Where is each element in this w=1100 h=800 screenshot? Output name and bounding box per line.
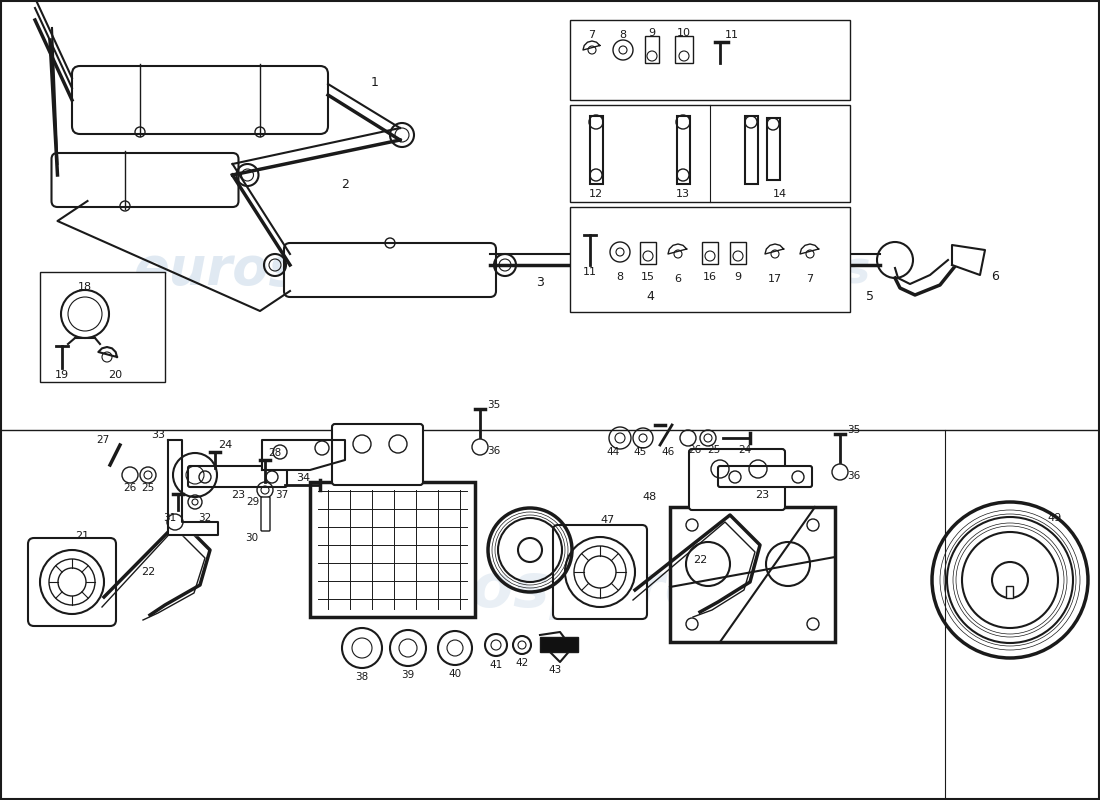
FancyBboxPatch shape <box>284 243 496 297</box>
Text: 14: 14 <box>773 189 788 199</box>
Text: 39: 39 <box>402 670 415 680</box>
Polygon shape <box>952 245 984 275</box>
Text: 29: 29 <box>246 497 260 507</box>
Bar <box>570 207 850 312</box>
FancyBboxPatch shape <box>689 449 785 510</box>
Bar <box>702 242 718 264</box>
Bar <box>570 20 850 100</box>
Text: 2: 2 <box>341 178 349 191</box>
Bar <box>745 116 758 184</box>
Text: 17: 17 <box>768 274 782 284</box>
Text: 43: 43 <box>549 665 562 675</box>
Text: 11: 11 <box>725 30 739 40</box>
Bar <box>310 482 475 617</box>
Text: 46: 46 <box>661 447 674 457</box>
Text: 31: 31 <box>164 513 177 523</box>
FancyBboxPatch shape <box>52 153 239 207</box>
FancyBboxPatch shape <box>718 466 812 487</box>
Text: 27: 27 <box>97 435 110 445</box>
Text: 5: 5 <box>866 290 874 303</box>
Text: 8: 8 <box>616 272 624 282</box>
Text: 41: 41 <box>490 660 503 670</box>
Text: 9: 9 <box>735 272 741 282</box>
Text: 22: 22 <box>141 567 155 577</box>
Text: 7: 7 <box>806 274 814 284</box>
Bar <box>1006 586 1013 598</box>
Text: 33: 33 <box>151 430 165 440</box>
FancyBboxPatch shape <box>261 497 270 531</box>
Bar <box>640 242 656 264</box>
Bar <box>540 637 578 652</box>
Text: eurospares: eurospares <box>356 561 744 619</box>
Polygon shape <box>168 440 218 535</box>
Text: 24: 24 <box>738 445 751 455</box>
Text: 1: 1 <box>371 75 378 89</box>
Text: 48: 48 <box>642 492 657 502</box>
Text: 12: 12 <box>588 189 603 199</box>
FancyBboxPatch shape <box>188 466 287 487</box>
Text: 13: 13 <box>676 189 690 199</box>
Text: 42: 42 <box>516 658 529 668</box>
Text: 25: 25 <box>142 483 155 493</box>
Bar <box>645 36 659 63</box>
Text: 28: 28 <box>268 448 282 458</box>
Text: 26: 26 <box>123 483 136 493</box>
Text: 23: 23 <box>231 490 245 500</box>
Text: 36: 36 <box>847 471 860 481</box>
Text: 22: 22 <box>693 555 707 565</box>
Text: eurospares: eurospares <box>590 249 871 291</box>
Text: 21: 21 <box>75 531 89 541</box>
Text: 7: 7 <box>588 30 595 40</box>
Text: 44: 44 <box>606 447 619 457</box>
Text: 11: 11 <box>583 267 597 277</box>
Text: 35: 35 <box>847 425 860 435</box>
FancyBboxPatch shape <box>28 538 115 626</box>
Text: 16: 16 <box>703 272 717 282</box>
Bar <box>675 36 693 63</box>
Bar <box>670 507 835 642</box>
Text: 40: 40 <box>449 669 462 679</box>
Text: 23: 23 <box>755 490 769 500</box>
FancyBboxPatch shape <box>332 424 424 485</box>
Text: 18: 18 <box>78 282 92 292</box>
Text: 25: 25 <box>707 445 721 455</box>
Bar <box>40 272 165 382</box>
Bar <box>570 105 850 202</box>
Text: 36: 36 <box>487 446 500 456</box>
Bar <box>676 116 690 184</box>
FancyBboxPatch shape <box>72 66 328 134</box>
Text: 49: 49 <box>1048 513 1063 523</box>
Text: 30: 30 <box>245 533 258 543</box>
Text: eurospares: eurospares <box>133 244 466 296</box>
Text: 47: 47 <box>601 515 615 525</box>
Text: 4: 4 <box>646 290 653 303</box>
Text: 10: 10 <box>676 28 691 38</box>
Text: 6: 6 <box>991 270 999 283</box>
Text: 8: 8 <box>619 30 627 40</box>
Bar <box>730 242 746 264</box>
Text: 35: 35 <box>487 400 500 410</box>
Text: 32: 32 <box>198 513 211 523</box>
Text: 37: 37 <box>275 490 288 500</box>
Bar <box>767 118 780 180</box>
Text: 19: 19 <box>55 370 69 380</box>
Text: 20: 20 <box>108 370 122 380</box>
FancyBboxPatch shape <box>553 525 647 619</box>
Text: 15: 15 <box>641 272 654 282</box>
Text: 9: 9 <box>648 28 656 38</box>
Text: 38: 38 <box>355 672 368 682</box>
Text: 6: 6 <box>674 274 682 284</box>
Polygon shape <box>262 440 345 470</box>
Text: 3: 3 <box>536 275 543 289</box>
Text: 24: 24 <box>218 440 232 450</box>
Text: 26: 26 <box>689 445 702 455</box>
Text: 45: 45 <box>634 447 647 457</box>
Text: 34: 34 <box>296 473 310 483</box>
Bar <box>590 116 603 184</box>
